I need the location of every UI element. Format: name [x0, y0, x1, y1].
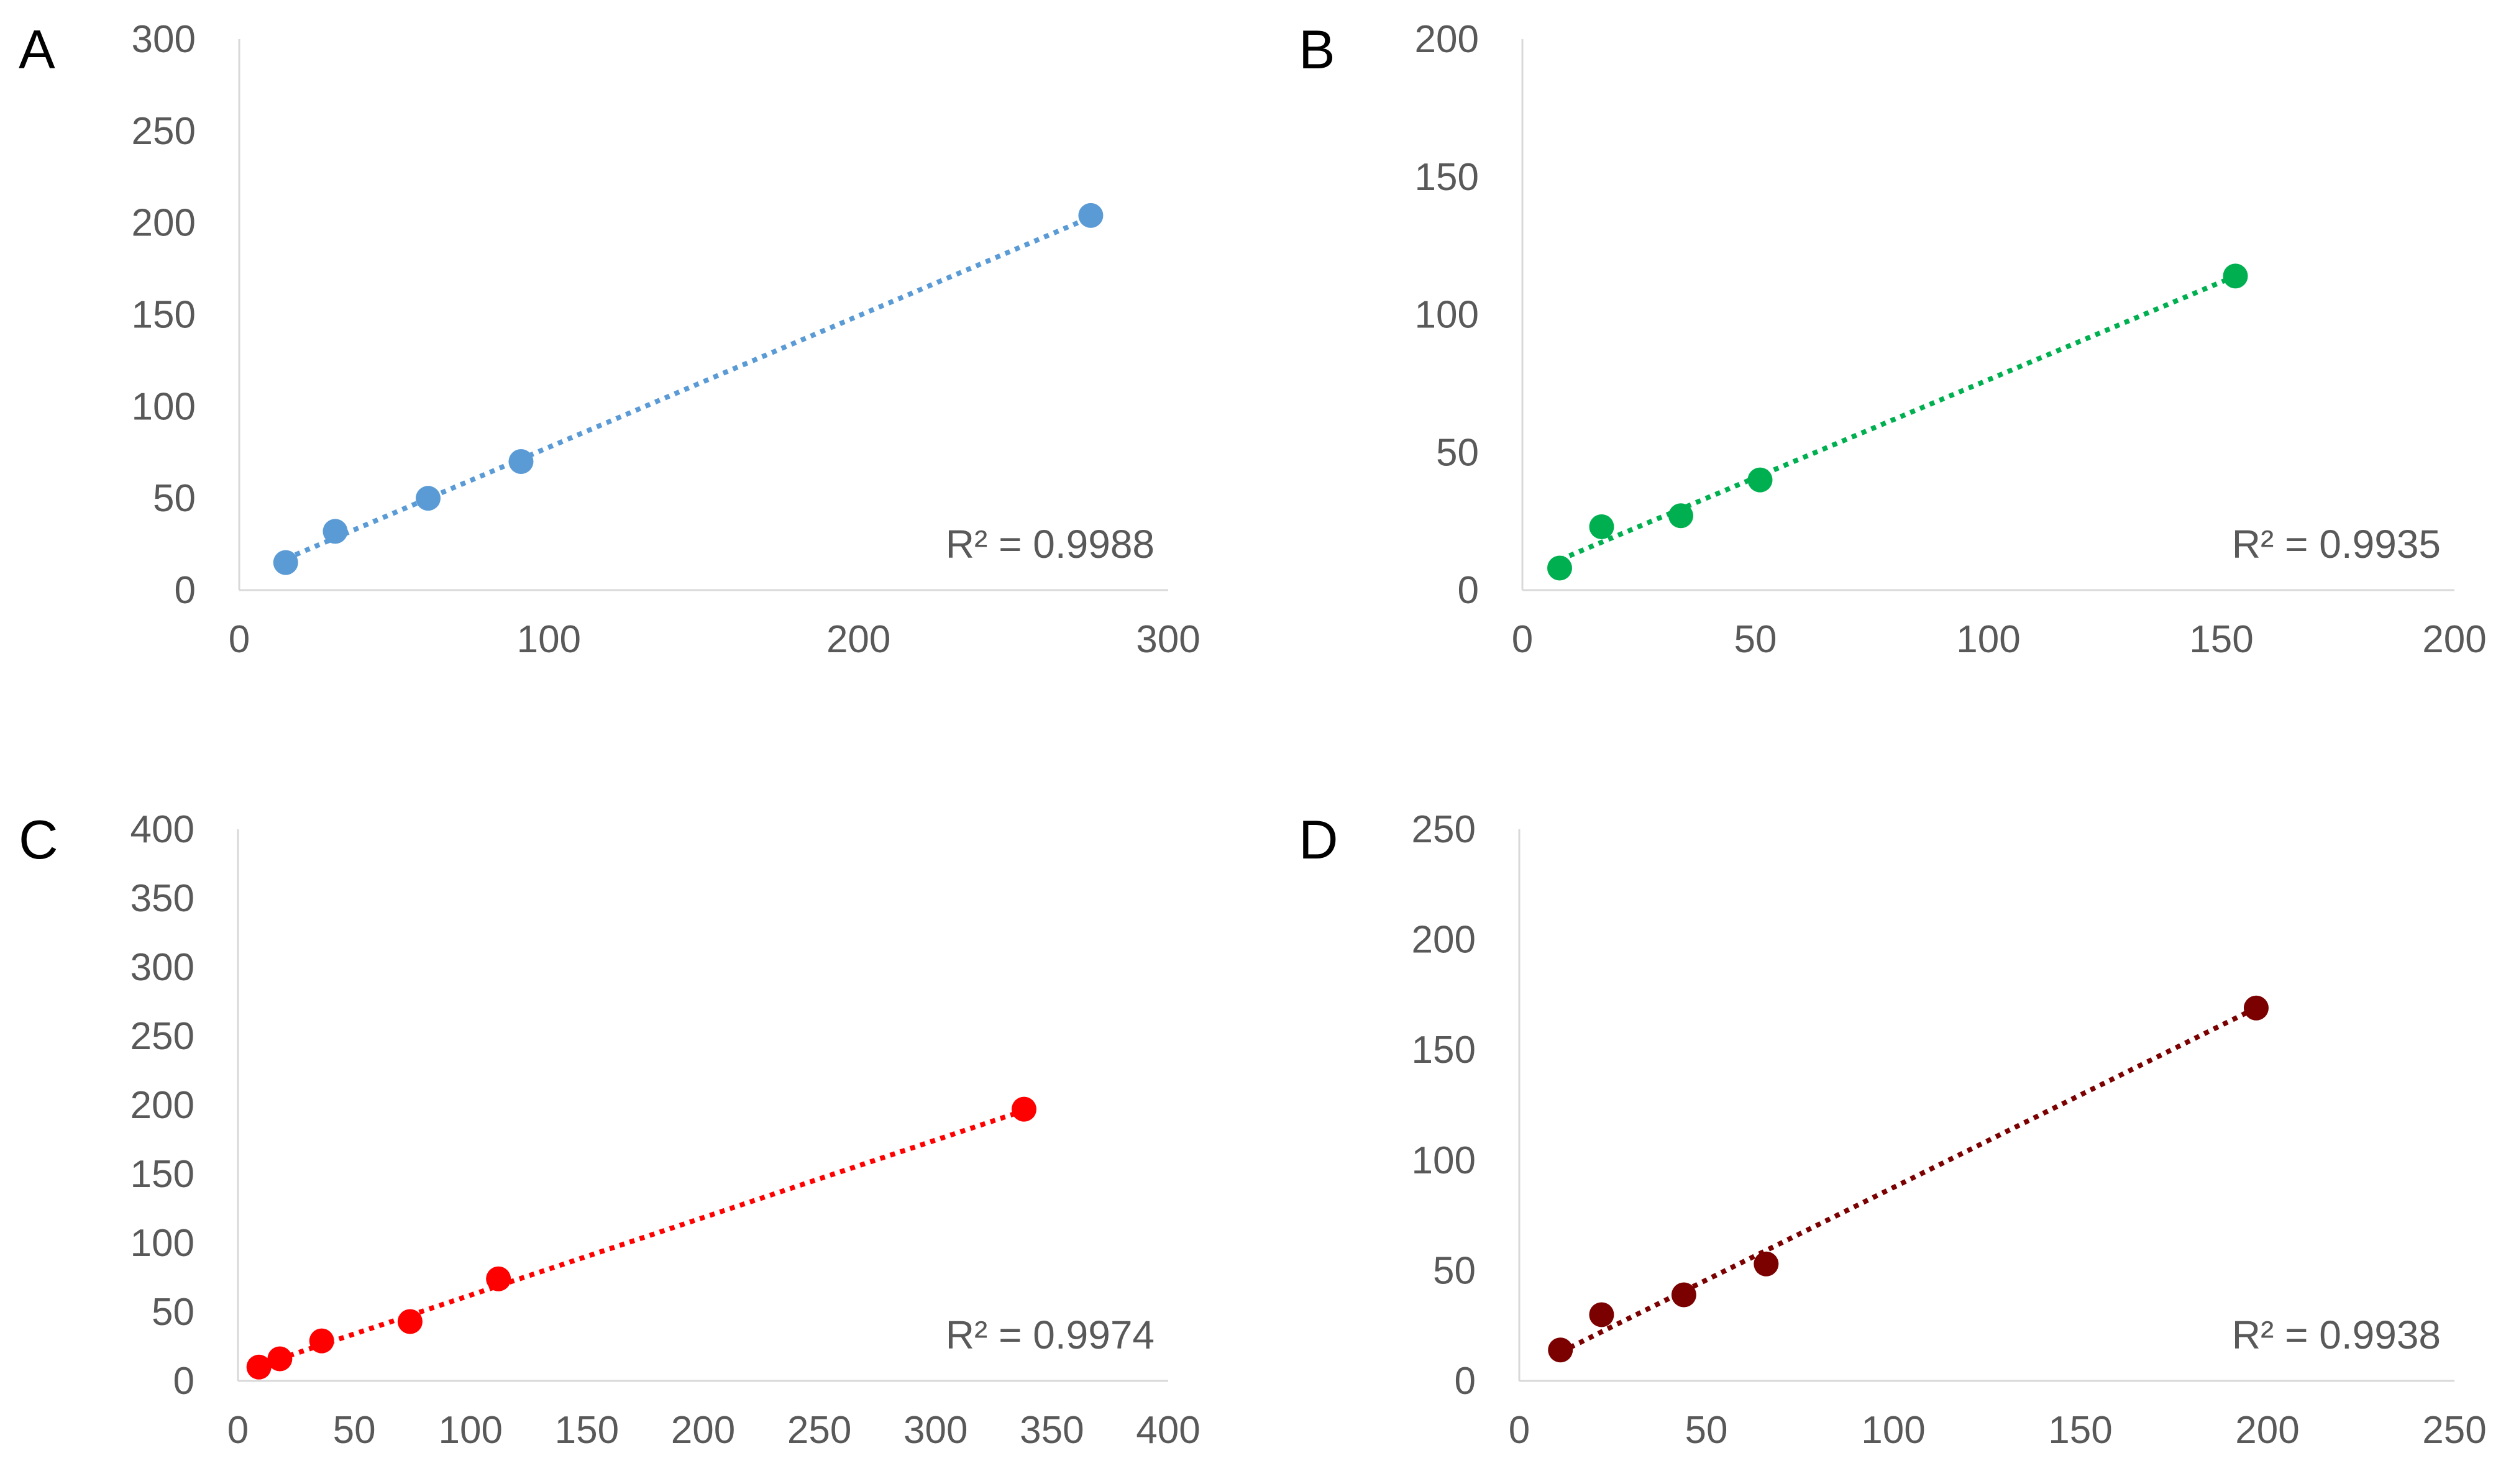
- panel-label: D: [1299, 809, 1338, 870]
- data-point: [2223, 263, 2248, 289]
- data-point: [273, 550, 298, 575]
- y-tick-label: 300: [130, 946, 194, 989]
- chart-panel-c: C 0 50 100 150 200 250 300 350 400 0 50 100 150 200 250…: [19, 808, 1201, 1452]
- y-tick-label: 150: [1415, 156, 1479, 199]
- y-tick-label: 200: [132, 202, 196, 245]
- y-tick-label: 0: [175, 569, 196, 612]
- x-tick-label: 0: [227, 1409, 249, 1452]
- chart-panel-d: D 0 50 100 150 200 250 0 50 100 150 200 250 R² = 0.99…: [1299, 808, 2487, 1452]
- data-point: [322, 519, 348, 544]
- x-tick-label: 150: [555, 1409, 619, 1452]
- x-tick-label: 300: [1136, 618, 1200, 661]
- y-tick-label: 50: [1436, 431, 1479, 474]
- y-tick-label: 250: [132, 110, 196, 153]
- data-point: [508, 449, 534, 475]
- x-tick-label: 200: [2235, 1409, 2299, 1452]
- y-tick-label: 50: [152, 1291, 194, 1334]
- trendline: [1559, 1006, 2257, 1355]
- panel-label: A: [19, 19, 55, 80]
- x-tick-label: 0: [1512, 618, 1533, 661]
- y-tick-label: 0: [173, 1360, 194, 1403]
- y-tick-label: 300: [132, 18, 196, 61]
- y-tick-label: 50: [153, 477, 196, 520]
- x-tick-label: 100: [1861, 1409, 1925, 1452]
- x-tick-label: 50: [333, 1409, 376, 1452]
- data-point: [415, 486, 441, 511]
- x-tick-label: 150: [2048, 1409, 2112, 1452]
- y-tick-label: 100: [132, 385, 196, 428]
- chart-panel-b: B 0 50 100 150 200 0 50 100 150 200 R² = 0.9935: [1299, 18, 2487, 661]
- x-tick-label: 100: [517, 618, 581, 661]
- data-point: [1671, 1282, 1696, 1308]
- y-tick-label: 250: [130, 1015, 194, 1058]
- x-tick-label: 100: [1956, 618, 2020, 661]
- r-squared-label: R² = 0.9935: [2232, 522, 2441, 567]
- data-point: [1589, 1302, 1614, 1327]
- y-tick-label: 150: [132, 294, 196, 337]
- x-tick-label: 150: [2189, 618, 2253, 661]
- x-tick-label: 250: [787, 1409, 851, 1452]
- x-tick-label: 250: [2422, 1409, 2486, 1452]
- data-point: [1747, 467, 1773, 493]
- data-point: [486, 1266, 511, 1291]
- data-point: [1547, 555, 1572, 581]
- data-point: [1078, 203, 1104, 228]
- data-point: [267, 1346, 293, 1372]
- data-point: [1011, 1096, 1036, 1122]
- y-tick-label: 250: [1412, 808, 1476, 851]
- y-tick-label: 50: [1433, 1249, 1476, 1292]
- panel-label: B: [1299, 19, 1335, 80]
- data-point: [2243, 995, 2269, 1021]
- x-tick-label: 200: [826, 618, 890, 661]
- y-tick-label: 100: [130, 1222, 194, 1265]
- y-tick-label: 200: [130, 1084, 194, 1127]
- data-point: [1548, 1337, 1573, 1363]
- y-tick-label: 0: [1455, 1360, 1476, 1403]
- data-point: [246, 1354, 272, 1380]
- y-tick-label: 200: [1412, 919, 1476, 962]
- x-tick-label: 0: [1509, 1409, 1530, 1452]
- y-tick-label: 100: [1415, 294, 1479, 337]
- data-point: [1589, 514, 1614, 539]
- data-point: [1668, 503, 1693, 529]
- y-tick-label: 100: [1412, 1139, 1476, 1182]
- y-tick-label: 150: [1412, 1029, 1476, 1072]
- y-tick-label: 0: [1458, 569, 1479, 612]
- trendline: [1558, 273, 2237, 562]
- x-tick-label: 100: [439, 1409, 503, 1452]
- x-tick-label: 400: [1136, 1409, 1200, 1452]
- x-tick-label: 0: [229, 618, 250, 661]
- y-tick-label: 200: [1415, 18, 1479, 61]
- y-tick-label: 150: [130, 1153, 194, 1196]
- y-tick-label: 400: [130, 808, 194, 851]
- data-point: [1754, 1251, 1779, 1277]
- r-squared-label: R² = 0.9938: [2232, 1313, 2441, 1357]
- r-squared-label: R² = 0.9974: [946, 1313, 1155, 1357]
- x-tick-label: 200: [671, 1409, 735, 1452]
- r-squared-label: R² = 0.9988: [946, 522, 1155, 567]
- x-tick-label: 300: [903, 1409, 967, 1452]
- chart-panel-a: A 0 50 100 150 200 250 300 0 100 200 300 R² = 0.9988: [19, 18, 1201, 661]
- y-tick-label: 350: [130, 877, 194, 920]
- data-point: [397, 1309, 423, 1334]
- x-tick-label: 50: [1685, 1409, 1728, 1452]
- x-tick-label: 350: [1020, 1409, 1084, 1452]
- trendline: [258, 1108, 1025, 1368]
- panel-label: C: [19, 809, 58, 870]
- x-tick-label: 50: [1734, 618, 1777, 661]
- data-point: [309, 1328, 334, 1354]
- x-tick-label: 200: [2422, 618, 2486, 661]
- trendline: [285, 215, 1092, 562]
